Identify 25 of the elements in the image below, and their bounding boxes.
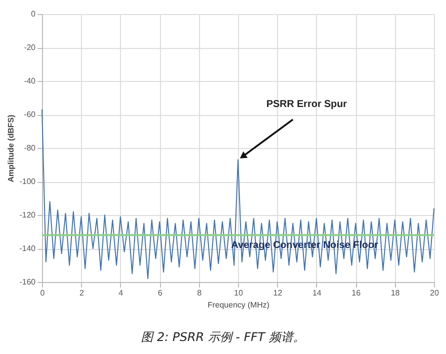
- x-tick-label: 20: [430, 288, 440, 298]
- annotation: PSRR Error Spur: [266, 98, 347, 110]
- caption: 图 2: PSRR 示例 - FFT 频谱。: [140, 329, 306, 345]
- x-tick-label: 10: [234, 288, 244, 298]
- x-tick-label: 8: [197, 288, 202, 298]
- y-tick-label: -160: [19, 278, 36, 286]
- y-tick-label: 0: [31, 10, 36, 18]
- x-tick-label: 2: [79, 288, 84, 298]
- y-tick-label: -80: [24, 144, 36, 152]
- x-tick-label: 16: [352, 288, 362, 298]
- x-tick-label: 18: [390, 288, 400, 298]
- y-tick-label: -20: [24, 43, 36, 52]
- y-tick-label: -140: [19, 244, 36, 253]
- x-tick-label: 4: [118, 288, 124, 298]
- line-series: [42, 108, 434, 280]
- y-tick-label: -60: [24, 110, 36, 119]
- x-tick-label: 12: [273, 288, 283, 298]
- y-tick-label: -120: [19, 210, 36, 220]
- x-tick-label: 0: [40, 288, 46, 298]
- y-axis-title: Amplitude (dBFS): [6, 114, 16, 182]
- y-tick-label: -40: [24, 76, 36, 86]
- x-axis-title: Frequency (MHz): [208, 300, 270, 310]
- x-tick-label: 14: [312, 288, 322, 298]
- y-tick-label: -100: [19, 177, 36, 186]
- x-tick-label: 6: [158, 288, 163, 298]
